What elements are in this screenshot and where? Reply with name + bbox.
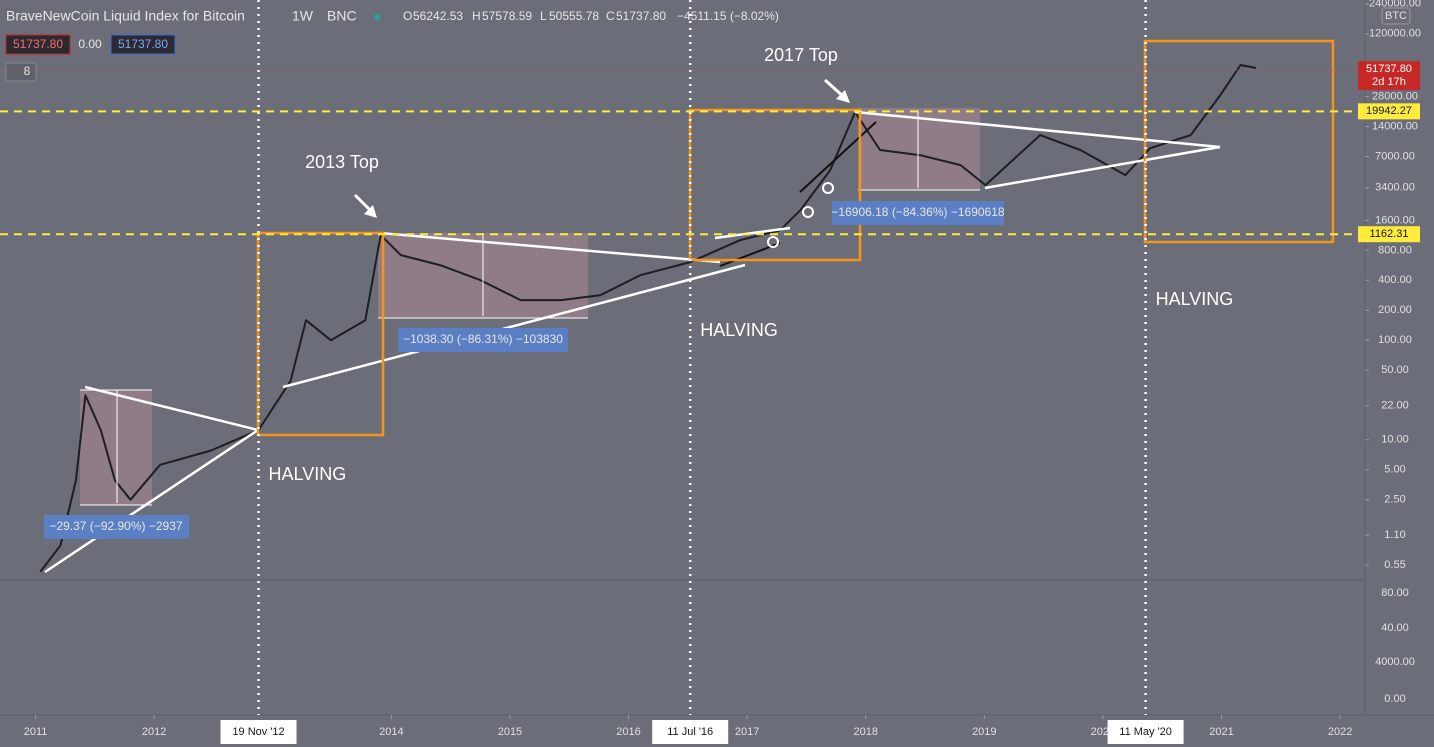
marker-circle <box>767 236 779 248</box>
trend-line <box>854 110 1221 149</box>
ohlc-key: O <box>403 9 412 23</box>
y-tick-label: 3400.00 <box>1375 182 1415 194</box>
spread: 0.00 <box>78 37 102 51</box>
measure-label-box <box>44 515 189 539</box>
pane-tick-label: 40.00 <box>1381 622 1409 634</box>
ohlc-value: 57578.59 <box>482 9 532 23</box>
pane-tick-label: 0.00 <box>1384 693 1405 705</box>
trend-line <box>84 385 259 432</box>
marker-circle <box>802 206 814 218</box>
measure-label-box <box>398 328 568 352</box>
measure-label-box <box>832 201 1004 225</box>
ohlc-value: 50555.78 <box>549 9 599 23</box>
x-tick-label: 2018 <box>853 726 877 738</box>
x-tick-label: 2019 <box>972 726 996 738</box>
y-tick-label: 28000.00 <box>1372 91 1418 103</box>
level-badge <box>1358 226 1420 243</box>
countdown: 2d 17h <box>1372 76 1406 88</box>
y-tick-label: 800.00 <box>1378 244 1412 256</box>
status-dot <box>374 14 380 20</box>
trend-line <box>379 231 721 264</box>
y-tick-label: 200.00 <box>1378 304 1412 316</box>
y-tick-label: 10.00 <box>1381 434 1409 446</box>
level-badge <box>1358 103 1420 120</box>
last-price-label: 51737.80 <box>1366 63 1412 75</box>
highlight-box <box>256 231 385 437</box>
series-layer <box>39 64 1257 573</box>
indicators-count: 8 <box>24 64 31 78</box>
exchange: BNC <box>327 8 357 24</box>
price-line <box>39 64 1257 573</box>
measure-label: −16906.18 (−84.36%) −1690618 <box>831 205 1004 219</box>
y-tick-label: 7000.00 <box>1375 150 1415 162</box>
halving-text: HALVING <box>700 320 778 340</box>
y-tick-label: 120000.00 <box>1369 28 1421 40</box>
measure-label: −29.37 (−92.90%) −2937 <box>49 519 182 533</box>
ask-badge[interactable] <box>110 34 176 55</box>
level-label: 1162.31 <box>1370 228 1409 240</box>
currency: BTC <box>1385 10 1407 22</box>
ohlc-key: C <box>606 9 615 23</box>
annotation: 2017 Top <box>764 45 838 65</box>
level-label: 19942.27 <box>1366 105 1412 117</box>
pane-tick-label: 80.00 <box>1381 587 1409 599</box>
x-tick-label: 2017 <box>735 726 759 738</box>
x-tick-label: 2011 <box>24 726 48 738</box>
marker-circle <box>822 182 834 194</box>
x-tick-label: 2022 <box>1328 726 1352 738</box>
y-tick-label: 400.00 <box>1378 274 1412 286</box>
y-tick-label: 0.55 <box>1384 559 1405 571</box>
drawdown-area <box>858 108 980 190</box>
y-tick-label: 1.10 <box>1384 529 1405 541</box>
x-tick-label: 2014 <box>379 726 403 738</box>
y-tick-label: 1600.00 <box>1375 214 1415 226</box>
halving-text: HALVING <box>269 464 347 484</box>
ohlc-value: 51737.80 <box>616 9 666 23</box>
ohlc-value: 56242.53 <box>413 9 463 23</box>
y-tick-label: 100.00 <box>1378 334 1412 346</box>
arrow-head <box>836 90 850 103</box>
trend-line <box>282 263 746 389</box>
currency-badge[interactable] <box>1381 7 1411 25</box>
trend-line <box>44 428 259 574</box>
indicators-toggle[interactable] <box>5 62 37 82</box>
ask-price: 51737.80 <box>118 37 168 51</box>
bid-price: 51737.80 <box>13 37 63 51</box>
ohlc-key: L <box>540 9 547 23</box>
last-price-badge <box>1358 61 1420 91</box>
arrow-head <box>364 205 377 218</box>
chart-title: BraveNewCoin Liquid Index for Bitcoin <box>6 8 245 24</box>
y-tick-label: 50.00 <box>1381 364 1409 376</box>
y-tick-label: 22.00 <box>1381 400 1409 412</box>
change: −4511.15 (−8.02%) <box>677 9 779 23</box>
y-tick-label: 5.00 <box>1384 464 1405 476</box>
pane-tick-label: 4000.00 <box>1375 656 1415 668</box>
halving-text: HALVING <box>1156 289 1234 309</box>
halving-date: 11 May '20 <box>1119 726 1172 738</box>
halving-date-box <box>652 720 729 744</box>
y-tick-label: 14000.00 <box>1372 121 1418 133</box>
halving-date: 19 Nov '12 <box>232 726 284 738</box>
ohlc-key: H <box>472 9 481 23</box>
x-tick-label: 2021 <box>1209 726 1233 738</box>
x-tick-label: 2012 <box>142 726 166 738</box>
trend-line <box>799 121 877 193</box>
x-tick-label: 2016 <box>616 726 640 738</box>
y-tick-label: 2.50 <box>1384 494 1405 506</box>
highlight-box <box>688 108 862 262</box>
y-tick-label: 240000.00 <box>1369 0 1421 10</box>
halving-date-box <box>220 720 297 744</box>
trend-line <box>714 226 791 240</box>
halving-date-box <box>1107 720 1184 744</box>
measure-label: −1038.30 (−86.31%) −103830 <box>403 332 563 346</box>
x-tick-label: 2015 <box>498 726 522 738</box>
trend-line <box>984 145 1221 190</box>
bid-badge[interactable] <box>5 34 71 55</box>
halving-date: 11 Jul '16 <box>667 726 713 738</box>
interval: 1W <box>292 8 314 24</box>
annotation: 2013 Top <box>305 152 379 172</box>
